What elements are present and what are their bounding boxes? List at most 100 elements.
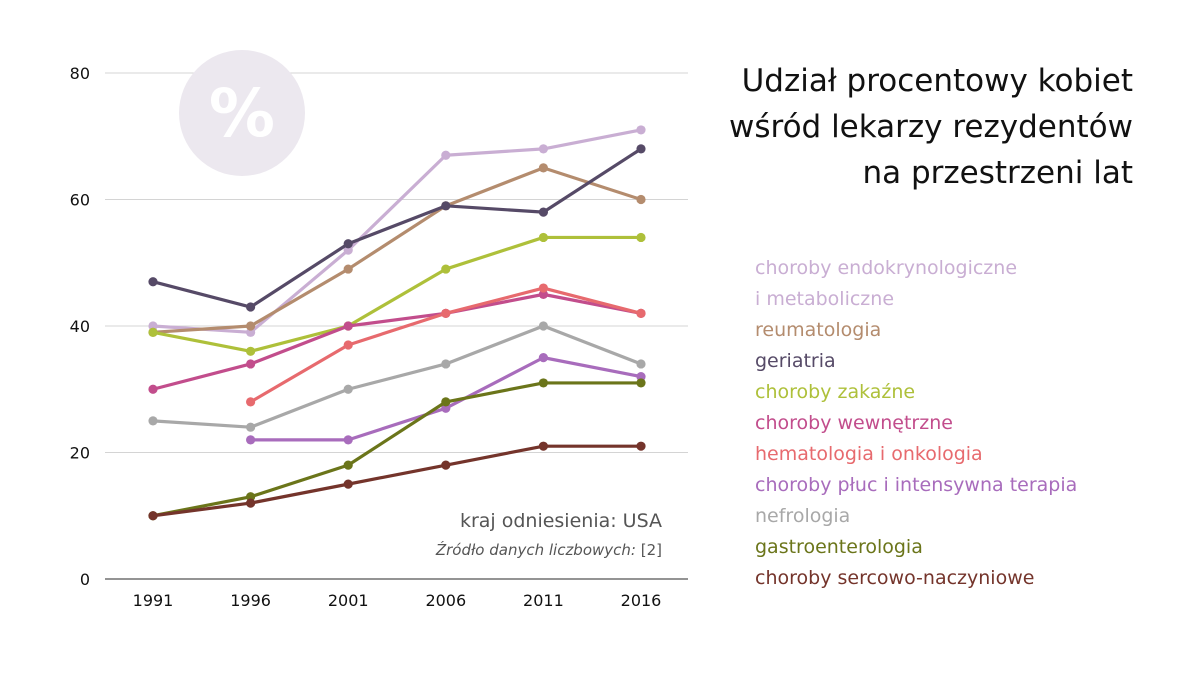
data-point bbox=[343, 239, 353, 249]
data-point bbox=[343, 435, 353, 445]
data-point bbox=[441, 397, 451, 407]
data-point bbox=[148, 321, 158, 331]
series-lines bbox=[148, 125, 646, 521]
data-point bbox=[441, 264, 451, 274]
data-point bbox=[441, 308, 451, 318]
data-point bbox=[636, 232, 646, 243]
data-point bbox=[246, 422, 256, 432]
data-point bbox=[246, 321, 256, 331]
data-point bbox=[538, 144, 549, 154]
data-point bbox=[148, 327, 158, 337]
series-line bbox=[151, 235, 643, 353]
chart-title-line-1: Udział procentowy kobiet bbox=[741, 63, 1133, 99]
data-point bbox=[538, 441, 549, 451]
legend-item: choroby sercowo-naczyniowe bbox=[755, 567, 1035, 589]
data-source-note: Źródło danych liczbowych: [2] bbox=[436, 541, 662, 559]
data-point bbox=[148, 416, 158, 426]
legend-item: choroby płuc i intensywna terapia bbox=[755, 474, 1078, 496]
chart-title-line-3: na przestrzeni lat bbox=[862, 155, 1133, 191]
series-8 bbox=[148, 378, 646, 521]
data-point bbox=[538, 207, 549, 217]
legend: choroby endokrynologiczne i metaboliczne r… bbox=[755, 253, 1175, 594]
x-tick-label: 1991 bbox=[133, 591, 174, 610]
series-1 bbox=[148, 163, 646, 337]
data-point bbox=[636, 378, 646, 388]
x-tick-label: 2001 bbox=[328, 591, 369, 610]
data-point bbox=[246, 327, 256, 337]
reference-country-note: kraj odniesienia: USA bbox=[459, 510, 662, 532]
series-line bbox=[151, 381, 643, 518]
data-point bbox=[441, 403, 451, 413]
chart-title: Udział procentowy kobiet wśród lekarzy r… bbox=[613, 58, 1133, 196]
series-line bbox=[151, 444, 643, 518]
series-line bbox=[151, 292, 643, 391]
data-point bbox=[148, 511, 158, 521]
data-point bbox=[441, 359, 451, 369]
data-point bbox=[636, 194, 646, 205]
series-5 bbox=[246, 283, 646, 407]
series-line bbox=[151, 128, 643, 334]
data-point bbox=[343, 384, 353, 394]
series-line bbox=[151, 324, 643, 429]
axes: 0 20 40 60 80 1991 1996 2001 2006 2011 2016 bbox=[70, 64, 688, 610]
legend-item: nefrologia bbox=[755, 505, 851, 527]
legend-item: choroby zakaźne bbox=[755, 381, 916, 403]
percent-badge-circle bbox=[179, 50, 305, 176]
data-point bbox=[538, 289, 549, 299]
data-point bbox=[636, 308, 646, 318]
chart-title-line-2: wśród lekarzy rezydentów bbox=[729, 109, 1133, 145]
data-point bbox=[636, 441, 646, 451]
y-tick-label: 60 bbox=[70, 191, 90, 210]
data-point bbox=[538, 163, 549, 173]
y-tick-label: 20 bbox=[70, 444, 90, 463]
data-point bbox=[343, 264, 353, 274]
percent-badge: % bbox=[179, 50, 305, 176]
data-point bbox=[636, 359, 646, 369]
data-point bbox=[538, 283, 549, 293]
series-7 bbox=[148, 321, 646, 432]
data-point bbox=[636, 372, 646, 382]
legend-item: hematologia i onkologia bbox=[755, 443, 983, 465]
legend-item: gastroenterologia bbox=[755, 536, 923, 558]
data-point bbox=[246, 397, 256, 407]
data-point bbox=[538, 378, 549, 388]
legend-item: geriatria bbox=[755, 350, 836, 372]
x-tick-label: 2016 bbox=[621, 591, 662, 610]
data-point bbox=[343, 245, 353, 255]
series-line bbox=[249, 286, 643, 404]
data-point bbox=[343, 460, 353, 470]
series-line bbox=[151, 147, 643, 309]
data-point bbox=[246, 492, 256, 502]
y-tick-label: 0 bbox=[80, 570, 90, 589]
data-point bbox=[441, 201, 451, 211]
series-9 bbox=[148, 441, 646, 521]
data-point bbox=[246, 435, 256, 445]
data-point bbox=[246, 302, 256, 312]
y-tick-label: 80 bbox=[70, 64, 90, 83]
data-source-ref: [2] bbox=[640, 541, 662, 559]
data-point bbox=[636, 144, 646, 154]
data-point bbox=[538, 353, 549, 363]
data-point bbox=[636, 125, 646, 135]
series-0 bbox=[148, 125, 646, 337]
data-point bbox=[441, 150, 451, 160]
x-tick-label: 1996 bbox=[230, 591, 271, 610]
series-line bbox=[151, 166, 643, 334]
data-point bbox=[343, 340, 353, 350]
data-point bbox=[343, 321, 353, 331]
data-point bbox=[246, 359, 256, 369]
data-point bbox=[246, 498, 256, 508]
data-source-label: Źródło danych liczbowych: bbox=[435, 541, 636, 559]
data-point bbox=[538, 232, 549, 243]
x-tick-label: 2011 bbox=[523, 591, 564, 610]
data-point bbox=[246, 346, 256, 356]
legend-item: choroby wewnętrzne bbox=[755, 412, 953, 434]
legend-item: choroby endokrynologiczne bbox=[755, 257, 1018, 279]
y-tick-label: 40 bbox=[70, 317, 90, 336]
data-point bbox=[441, 460, 451, 470]
legend-item: i metaboliczne bbox=[755, 288, 895, 310]
percent-icon: % bbox=[209, 75, 275, 152]
data-point bbox=[148, 384, 158, 394]
x-tick-label: 2006 bbox=[425, 591, 466, 610]
